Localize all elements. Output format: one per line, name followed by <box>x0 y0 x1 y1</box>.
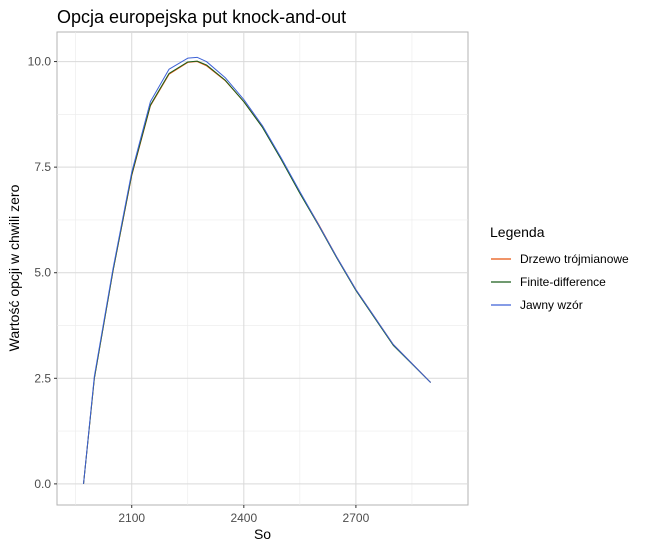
y-tick-label: 7.5 <box>34 160 51 174</box>
chart-title: Opcja europejska put knock-and-out <box>57 7 346 27</box>
y-tick-label: 10.0 <box>28 55 52 69</box>
legend-label: Finite-difference <box>520 275 606 289</box>
legend-title: Legenda <box>490 224 545 240</box>
x-axis-ticks: 2100 2400 2700 <box>118 505 370 525</box>
x-tick-label: 2700 <box>343 511 370 525</box>
x-axis-title: So <box>254 526 271 542</box>
y-tick-label: 0.0 <box>34 477 51 491</box>
legend-label: Jawny wzór <box>520 298 583 312</box>
legend: Legenda Drzewo trójmianowe Finite-differe… <box>490 224 629 312</box>
plot-area <box>56 31 469 506</box>
legend-label: Drzewo trójmianowe <box>520 252 629 266</box>
y-tick-label: 2.5 <box>34 371 51 385</box>
x-tick-label: 2400 <box>230 511 257 525</box>
y-axis-title: Wartość opcji w chwili zero <box>6 184 22 351</box>
plot-border <box>56 31 469 506</box>
legend-items: Drzewo trójmianowe Finite-difference Jawny… <box>491 252 629 312</box>
y-tick-label: 5.0 <box>34 266 51 280</box>
y-axis-ticks: 0.0 2.5 5.0 7.5 10.0 <box>28 55 57 491</box>
series-line-3 <box>83 56 431 484</box>
x-tick-label: 2100 <box>118 511 145 525</box>
grid-lines <box>57 32 468 505</box>
series-lines <box>83 56 431 484</box>
